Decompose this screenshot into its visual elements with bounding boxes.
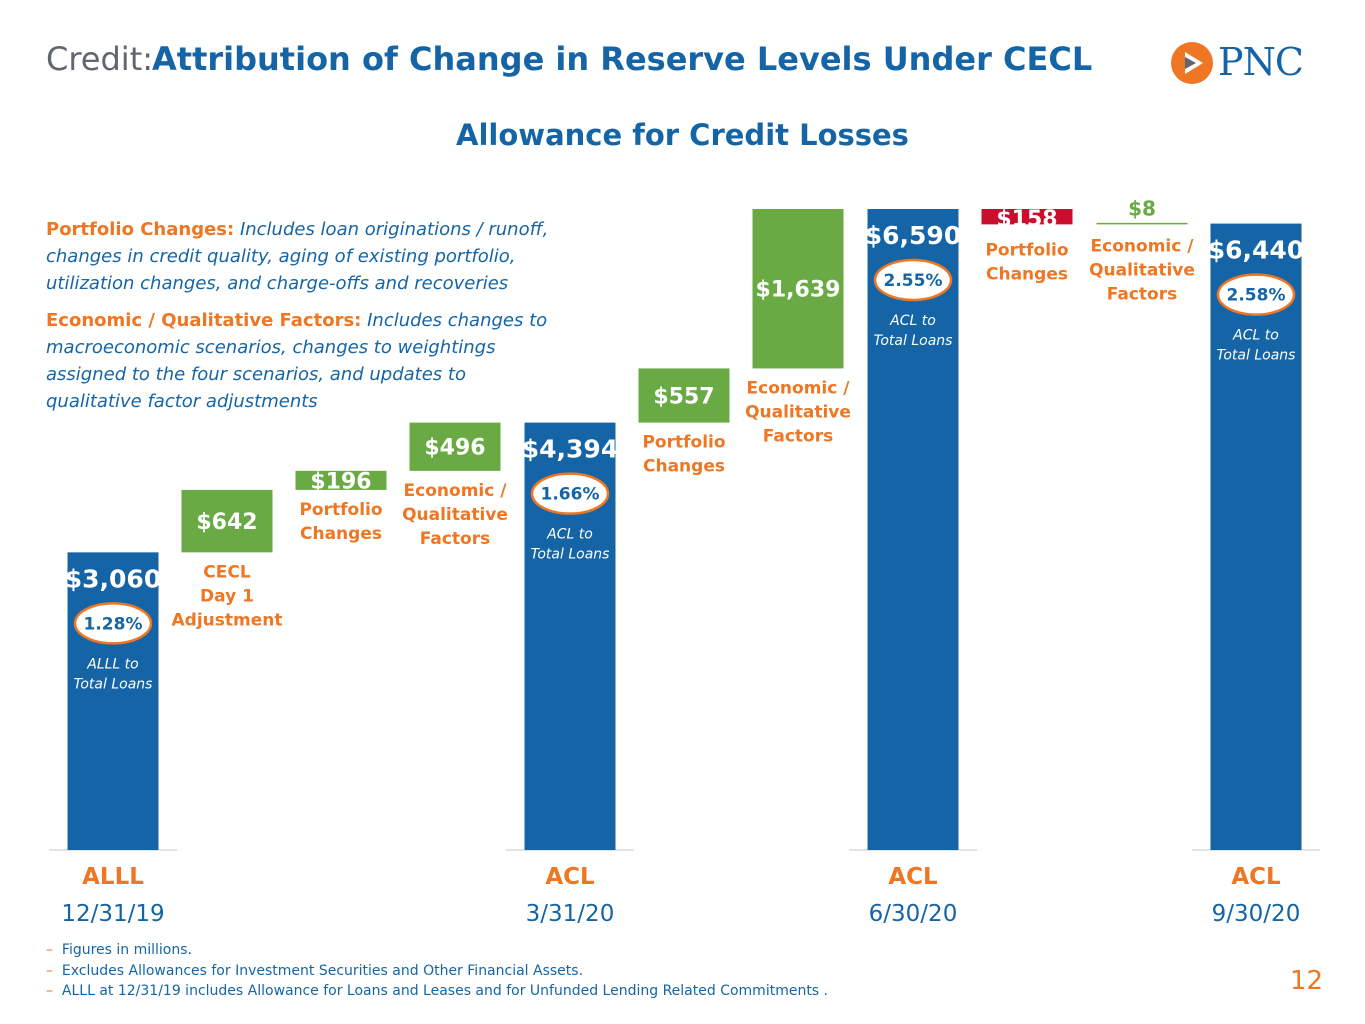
step-caption: Economic /: [404, 481, 508, 501]
axis-date-label: 9/30/20: [1212, 901, 1301, 927]
logo-wordmark: PNC: [1218, 40, 1304, 84]
step-caption: Factors: [1107, 285, 1177, 305]
bar-increase: [752, 209, 844, 369]
bar-total: [867, 209, 959, 850]
page-number: 12: [1290, 966, 1324, 996]
definition-term: Portfolio Changes:: [46, 219, 235, 240]
bar-value-label: $6,590: [865, 221, 961, 250]
header-prefix: Credit:: [46, 40, 154, 78]
ratio-label: 2.55%: [884, 271, 943, 291]
footnote: Figures in millions.: [46, 940, 828, 961]
ratio-label: 1.28%: [84, 614, 143, 634]
ratio-oval: [1216, 273, 1296, 316]
bar-total: [1210, 223, 1302, 851]
ratio-caption: ACL to: [546, 527, 593, 543]
step-caption: Factors: [420, 529, 490, 549]
ratio-caption: Total Loans: [874, 333, 953, 349]
step-caption: Economic /: [747, 378, 851, 398]
step-caption: Economic /: [1091, 237, 1195, 257]
step-caption: Qualitative: [1089, 261, 1195, 281]
bar-increase: [181, 489, 273, 553]
step-caption: CECL: [203, 562, 251, 582]
definition-economic: Economic / Qualitative Factors: Includes…: [46, 307, 566, 415]
bar-increase: [409, 422, 501, 471]
step-caption: Portfolio: [985, 240, 1068, 260]
step-caption: Portfolio: [642, 433, 725, 453]
bar-value-label: $4,394: [522, 435, 618, 464]
ratio-caption: Total Loans: [531, 547, 610, 563]
bar-value-label: $196: [310, 469, 371, 494]
footnotes: Figures in millions. Excludes Allowances…: [46, 940, 828, 1002]
ratio-oval: [873, 258, 953, 302]
ratio-caption: Total Loans: [74, 676, 153, 692]
step-caption: Changes: [986, 264, 1068, 284]
axis-date-label: 12/31/19: [61, 901, 164, 927]
definition-text: Includes loan originations / runoff, cha…: [46, 219, 549, 294]
footnote: Excludes Allowances for Investment Secur…: [46, 961, 828, 982]
page-title: Attribution of Change in Reserve Levels …: [152, 40, 1093, 78]
pnc-logo: PNC: [1170, 40, 1330, 86]
step-caption: Day 1: [200, 586, 254, 606]
bar-value-label: $3,060: [65, 564, 161, 593]
step-caption: Changes: [300, 524, 382, 544]
axis-code-label: ACL: [1231, 864, 1281, 890]
step-caption: Portfolio: [299, 500, 382, 520]
step-caption: Adjustment: [172, 610, 283, 630]
axis-date-label: 6/30/20: [869, 901, 958, 927]
bar-increase: [295, 470, 387, 490]
ratio-caption: ACL to: [889, 313, 936, 329]
bar-value-label: $642: [196, 510, 257, 535]
step-caption: Qualitative: [402, 505, 508, 525]
footnote: ALLL at 12/31/19 includes Allowance for …: [46, 981, 828, 1002]
bar-value-label: $158: [996, 207, 1057, 232]
step-caption: Qualitative: [745, 402, 851, 422]
bar-value-label: $8: [1128, 197, 1156, 221]
definition-text: Includes changes to macroeconomic scenar…: [46, 310, 548, 412]
definitions: Portfolio Changes: Includes loan origina…: [46, 216, 566, 425]
ratio-caption: Total Loans: [1217, 348, 1296, 364]
chart-title: Allowance for Credit Losses: [456, 118, 909, 152]
bar-value-label: $1,639: [756, 278, 841, 303]
bar-increase: [638, 368, 730, 423]
ratio-oval: [73, 602, 153, 645]
waterfall-chart: $3,060 1.28% ALLL to Total Loans ALLL 12/31/1…: [49, 197, 1320, 927]
ratio-label: 1.66%: [541, 485, 600, 505]
bar-value-label: $557: [653, 385, 714, 410]
bar-total: [67, 552, 159, 850]
step-caption: Changes: [643, 457, 725, 477]
bar-value-label: $496: [424, 436, 485, 461]
ratio-caption: ACL to: [1232, 328, 1279, 344]
bar-value-label: $6,440: [1208, 236, 1304, 265]
ratio-oval: [530, 472, 610, 515]
definition-portfolio: Portfolio Changes: Includes loan origina…: [46, 216, 566, 297]
pnc-triangle-icon: [1171, 42, 1213, 84]
definition-term: Economic / Qualitative Factors:: [46, 310, 362, 331]
bar-decrease: [981, 209, 1073, 225]
step-caption: Factors: [763, 426, 833, 446]
axis-code-label: ACL: [545, 864, 595, 890]
axis-date-label: 3/31/20: [526, 901, 615, 927]
axis-code-label: ACL: [888, 864, 938, 890]
axis-code-label: ALLL: [82, 864, 144, 890]
ratio-label: 2.58%: [1227, 286, 1286, 306]
ratio-caption: ALLL to: [86, 656, 138, 672]
